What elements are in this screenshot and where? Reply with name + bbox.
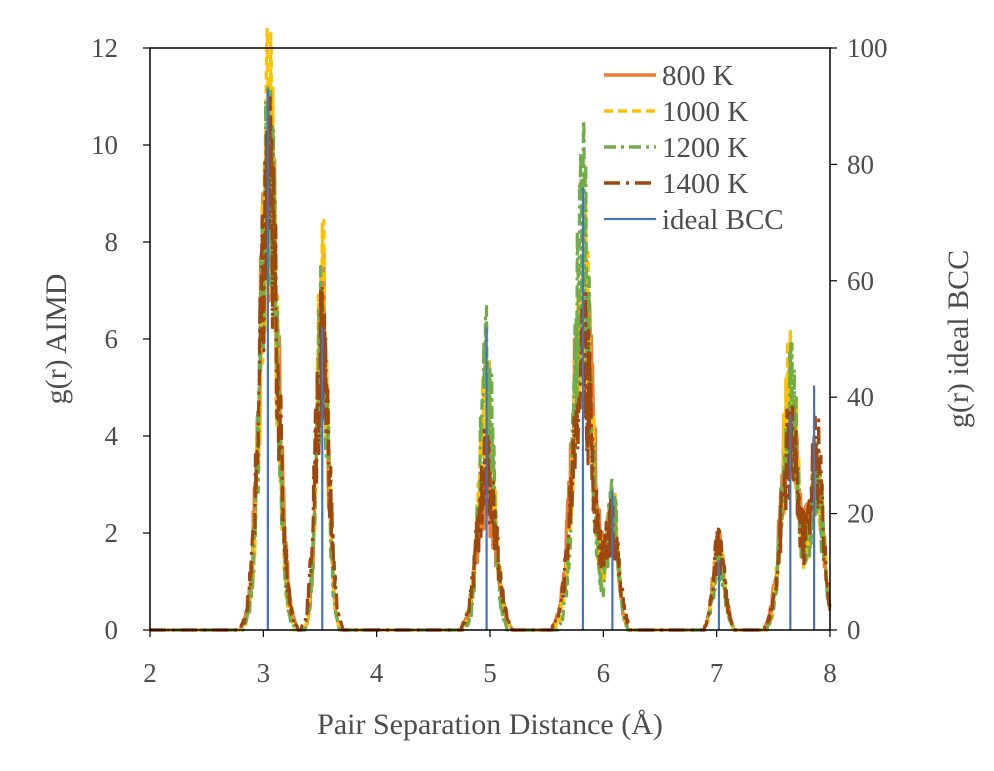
y2-tick-label: 40 xyxy=(847,382,874,412)
y-tick-label: 6 xyxy=(105,324,119,354)
x-tick-label: 8 xyxy=(823,658,837,688)
y-tick-label: 8 xyxy=(105,227,119,257)
y2-tick-label: 100 xyxy=(847,33,888,63)
y2-tick-label: 0 xyxy=(847,615,861,645)
x-tick-label: 7 xyxy=(710,658,724,688)
x-axis-ticks: 2 3 4 5 6 7 8 xyxy=(143,630,837,688)
y2-tick-label: 20 xyxy=(847,499,874,529)
x-tick-label: 5 xyxy=(483,658,497,688)
legend-label-1400-k: 1400 K xyxy=(662,168,748,200)
y2-axis-title: g(r) ideal BCC xyxy=(942,250,975,428)
x-tick-label: 6 xyxy=(597,658,611,688)
legend-label-1200-k: 1200 K xyxy=(662,132,748,164)
legend: 800 K 1000 K 1200 K 1400 K ideal BCC xyxy=(604,60,784,236)
plot-series xyxy=(148,27,832,632)
series-line-1400-k xyxy=(148,96,832,632)
legend-label-ideal-bcc: ideal BCC xyxy=(662,204,784,236)
y-tick-label: 4 xyxy=(105,421,119,451)
y2-tick-label: 80 xyxy=(847,149,874,179)
x-tick-label: 4 xyxy=(370,658,384,688)
x-tick-label: 2 xyxy=(143,658,157,688)
y-tick-label: 0 xyxy=(105,615,119,645)
y2-tick-label: 60 xyxy=(847,266,874,296)
y-tick-label: 12 xyxy=(91,33,118,63)
y-tick-label: 10 xyxy=(91,130,118,160)
y-tick-label: 2 xyxy=(105,518,119,548)
x-axis-title: Pair Separation Distance (Å) xyxy=(317,708,663,741)
x-tick-label: 3 xyxy=(257,658,271,688)
y2-axis-ticks: 0 20 40 60 80 100 xyxy=(830,33,888,645)
legend-label-800-k: 800 K xyxy=(662,60,734,92)
y-axis-ticks: 0 2 4 6 8 10 12 xyxy=(91,33,150,645)
y-axis-title: g(r) AIMD xyxy=(40,274,73,405)
legend-label-1000-k: 1000 K xyxy=(662,96,748,128)
